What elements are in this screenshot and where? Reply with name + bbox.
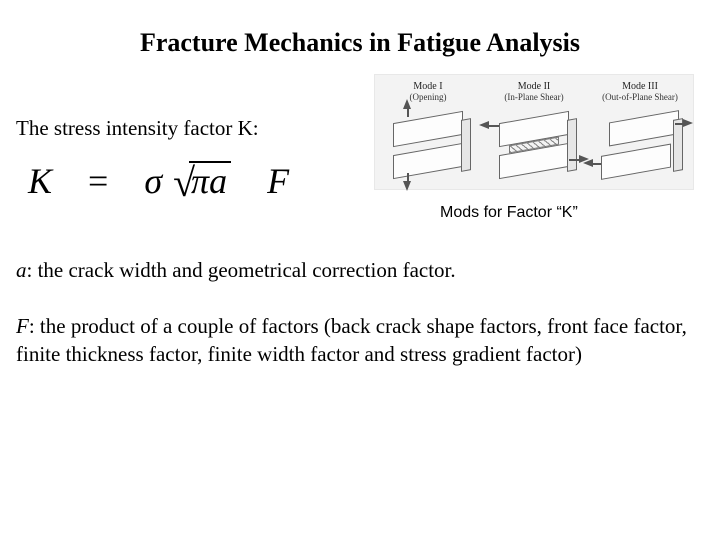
mode-3-name: Mode III (587, 81, 693, 92)
equation-a: a (209, 161, 227, 201)
diagram-caption: Mods for Factor “K” (440, 204, 578, 222)
block-side-icon (567, 118, 577, 172)
block-side-icon (461, 118, 471, 172)
mode-1-desc: (Opening) (375, 92, 481, 102)
mode-2-name: Mode II (481, 81, 587, 92)
definition-f: F: the product of a couple of factors (b… (16, 312, 696, 369)
mode-3-block (587, 109, 693, 183)
fracture-modes-diagram: Mode I (Opening) Mode II (In-Plane Shear… (374, 74, 694, 190)
arrow-right-icon (683, 119, 693, 127)
mode-2-desc: (In-Plane Shear) (481, 92, 587, 102)
equation-f-symbol: F (267, 161, 289, 201)
mode-1-header: Mode I (Opening) (375, 81, 481, 102)
mode-2-header: Mode II (In-Plane Shear) (481, 81, 587, 102)
definition-a-symbol: a (16, 258, 27, 282)
definition-a-text: : the crack width and geometrical correc… (27, 258, 456, 282)
equation-sqrt: √πa (173, 156, 231, 203)
equation-sigma: σ (144, 161, 162, 201)
arrow-down-icon (403, 181, 411, 191)
radical-icon: √ (173, 159, 195, 206)
equation-k-symbol: K (28, 161, 52, 201)
mode-2-block (481, 109, 587, 183)
block-bottom-icon (601, 144, 671, 180)
definition-f-symbol: F (16, 314, 29, 338)
mode-3-desc: (Out-of-Plane Shear) (587, 92, 693, 102)
definition-a: a: the crack width and geometrical corre… (16, 256, 696, 284)
mode-3-header: Mode III (Out-of-Plane Shear) (587, 81, 693, 102)
arrow-left-icon (583, 159, 593, 167)
equation-k: K = σ √πa F (28, 156, 289, 203)
definition-f-text: : the product of a couple of factors (ba… (16, 314, 687, 366)
equation-equals: = (88, 161, 108, 201)
arrow-up-icon (403, 99, 411, 109)
mode-1-block (375, 109, 481, 183)
block-top-icon (609, 110, 679, 146)
arrow-left-icon (479, 121, 489, 129)
page-title: Fracture Mechanics in Fatigue Analysis (0, 28, 720, 58)
intro-text: The stress intensity factor K: (16, 116, 259, 141)
block-side-icon (673, 118, 683, 172)
mode-1-name: Mode I (375, 81, 481, 92)
